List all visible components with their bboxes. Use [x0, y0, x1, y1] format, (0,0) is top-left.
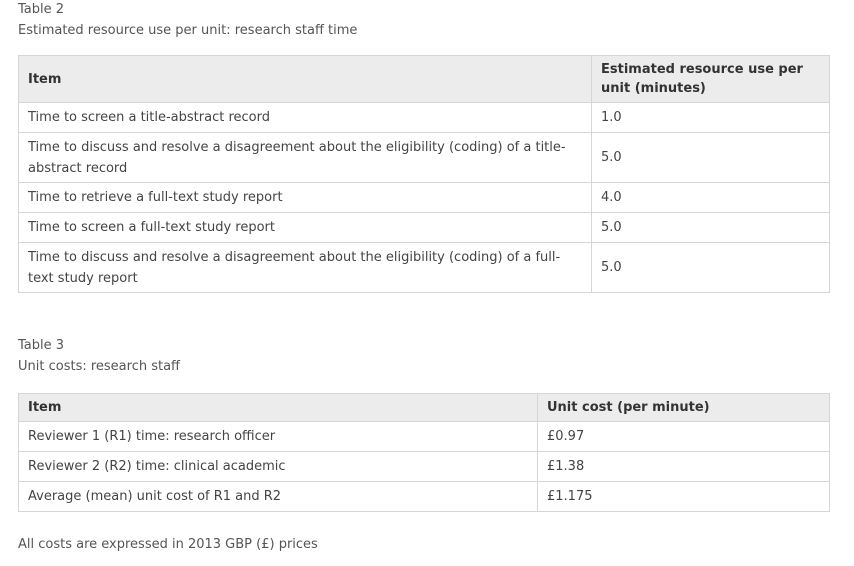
table-row: Time to retrieve a full-text study repor… — [18, 182, 830, 213]
row-item-cell: Time to discuss and resolve a disagreeme… — [18, 132, 592, 183]
table-header-row: Item Estimated resource use per unit (mi… — [18, 55, 830, 103]
table-3-title: Unit costs: research staff — [18, 359, 181, 374]
table-2-title: Estimated resource use per unit: researc… — [18, 23, 358, 38]
table-row: Reviewer 2 (R2) time: clinical academic … — [18, 451, 830, 482]
row-value-cell: £1.175 — [537, 481, 830, 512]
row-item-cell: Time to screen a title-abstract record — [18, 102, 592, 133]
table-2-caption: Table 2 Estimated resource use per unit:… — [18, 0, 357, 41]
column-header-resource-use: Estimated resource use per unit (minutes… — [591, 55, 830, 103]
table-row: Time to screen a title-abstract record 1… — [18, 102, 830, 133]
row-value-cell: 4.0 — [591, 182, 830, 213]
row-value-cell: 1.0 — [591, 102, 830, 133]
table-header-row: Item Unit cost (per minute) — [18, 393, 830, 422]
table-2-resource-use: Item Estimated resource use per unit (mi… — [18, 55, 830, 293]
row-item-cell: Average (mean) unit cost of R1 and R2 — [18, 481, 538, 512]
row-value-cell: £1.38 — [537, 451, 830, 482]
table-row: Average (mean) unit cost of R1 and R2 £1… — [18, 481, 830, 512]
table-2-label: Table 2 — [18, 2, 65, 17]
row-item-cell: Reviewer 2 (R2) time: clinical academic — [18, 451, 538, 482]
table-3-unit-costs: Item Unit cost (per minute) Reviewer 1 (… — [18, 393, 830, 512]
row-value-cell: 5.0 — [591, 242, 830, 293]
column-header-item: Item — [18, 55, 592, 103]
table-row: Reviewer 1 (R1) time: research officer £… — [18, 421, 830, 452]
column-header-unit-cost: Unit cost (per minute) — [537, 393, 830, 422]
row-item-cell: Time to discuss and resolve a disagreeme… — [18, 242, 592, 293]
column-header-item: Item — [18, 393, 538, 422]
table-row: Time to screen a full-text study report … — [18, 212, 830, 243]
table-row: Time to discuss and resolve a disagreeme… — [18, 242, 830, 293]
row-item-cell: Reviewer 1 (R1) time: research officer — [18, 421, 538, 452]
row-item-cell: Time to retrieve a full-text study repor… — [18, 182, 592, 213]
row-item-cell: Time to screen a full-text study report — [18, 212, 592, 243]
table-row: Time to discuss and resolve a disagreeme… — [18, 132, 830, 183]
row-value-cell: 5.0 — [591, 132, 830, 183]
table-3-caption: Table 3 Unit costs: research staff — [18, 336, 180, 377]
footnote: All costs are expressed in 2013 GBP (£) … — [18, 537, 318, 552]
row-value-cell: 5.0 — [591, 212, 830, 243]
row-value-cell: £0.97 — [537, 421, 830, 452]
table-3-label: Table 3 — [18, 338, 65, 353]
